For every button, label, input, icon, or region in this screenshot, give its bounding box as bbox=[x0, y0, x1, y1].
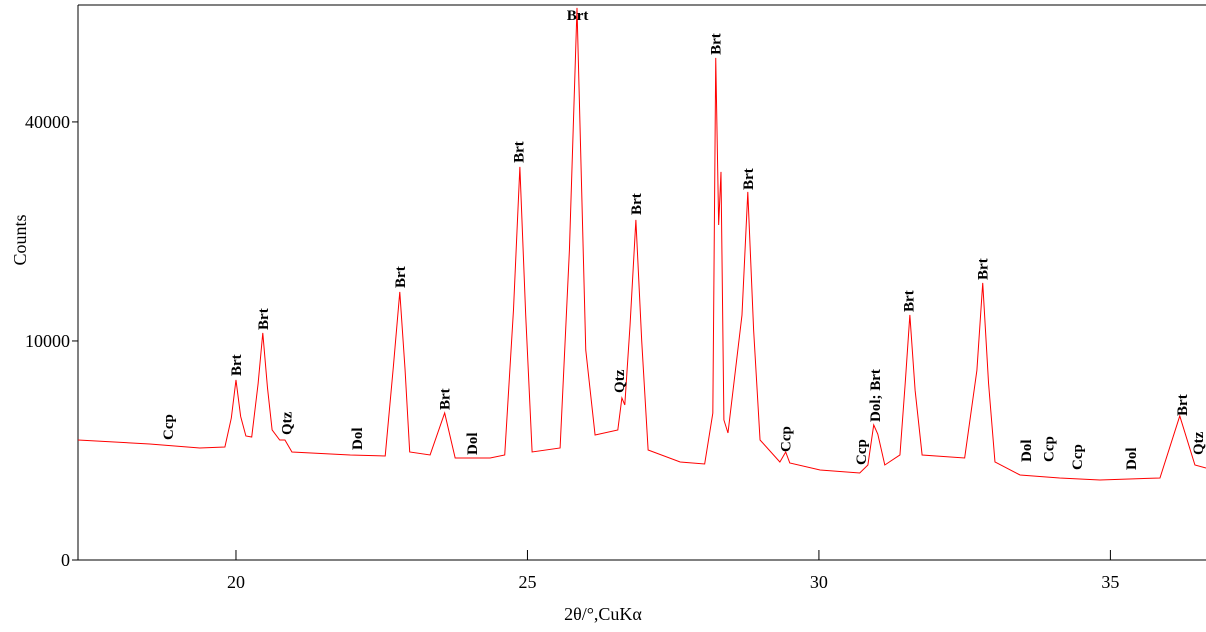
peak-label: Qtz bbox=[1191, 431, 1206, 455]
x-tick-label: 30 bbox=[810, 572, 828, 592]
peak-label: Dol bbox=[350, 427, 366, 450]
y-tick-label: 10000 bbox=[25, 331, 70, 351]
peak-label: Brt bbox=[1175, 394, 1191, 416]
peak-label: Brt bbox=[976, 258, 992, 280]
pattern-line bbox=[77, 7, 1206, 481]
peak-label: Brt bbox=[629, 193, 645, 215]
peak-label: Brt bbox=[741, 168, 757, 190]
peak-label: Qtz bbox=[280, 411, 296, 435]
peak-label: Brt bbox=[256, 308, 272, 330]
y-tick-label: 40000 bbox=[25, 112, 70, 132]
peak-label: Brt bbox=[512, 141, 528, 163]
peak-label: Brt bbox=[393, 266, 409, 288]
peak-label: Ccp bbox=[1070, 444, 1086, 470]
peak-label: Dol; Brt bbox=[868, 369, 884, 422]
peak-label: Brt bbox=[438, 388, 454, 410]
peak-label: Ccp bbox=[161, 414, 177, 440]
peak-label: Ccp bbox=[854, 439, 870, 465]
peak-label: Qtz bbox=[612, 369, 628, 393]
peak-label: Brt bbox=[709, 33, 725, 55]
y-axis-label: Counts bbox=[10, 214, 30, 265]
x-axis-label: 2θ/°,CuKα bbox=[564, 604, 642, 624]
peak-label: Brt bbox=[229, 354, 245, 376]
peak-label: Brt bbox=[567, 8, 589, 24]
peak-label: Ccp bbox=[779, 426, 795, 452]
peak-label: Dol bbox=[1019, 439, 1035, 462]
peak-label: Dol bbox=[1124, 447, 1140, 470]
x-tick-label: 35 bbox=[1101, 572, 1119, 592]
y-tick-label: 0 bbox=[61, 550, 70, 570]
peak-label: Ccp bbox=[1042, 436, 1058, 462]
x-tick-label: 25 bbox=[518, 572, 536, 592]
peak-label: Dol bbox=[465, 432, 481, 455]
peak-label: Brt bbox=[902, 290, 918, 312]
x-tick-label: 20 bbox=[227, 572, 245, 592]
